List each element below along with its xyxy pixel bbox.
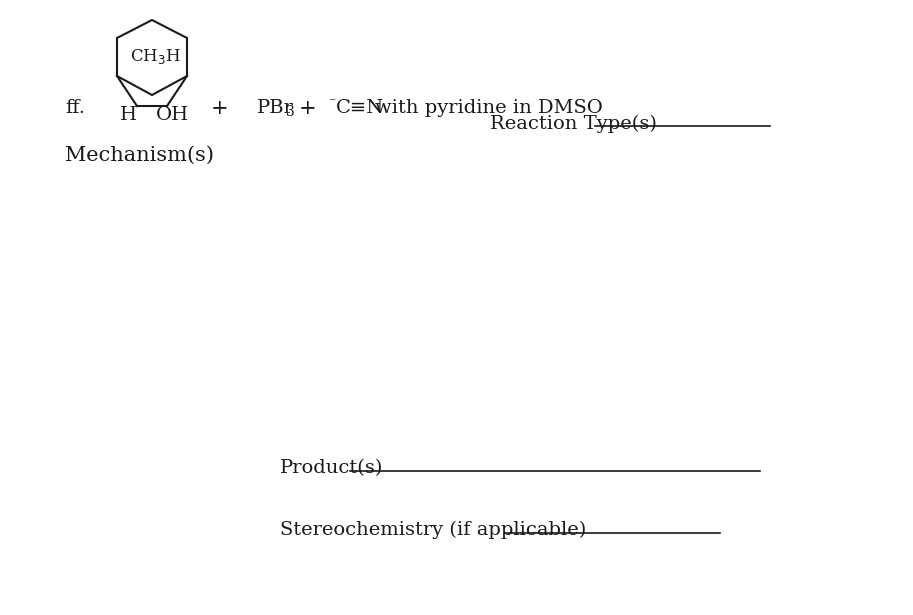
Text: ⁻: ⁻ xyxy=(328,96,335,110)
Text: CH$_3$H: CH$_3$H xyxy=(130,47,181,66)
Text: +: + xyxy=(299,98,317,117)
Text: ff.: ff. xyxy=(65,99,85,117)
Text: C≡N: C≡N xyxy=(336,99,384,117)
Text: with pyridine in DMSO: with pyridine in DMSO xyxy=(375,99,603,117)
Text: PBr: PBr xyxy=(257,99,294,117)
Text: +: + xyxy=(211,98,229,117)
Text: Mechanism(s): Mechanism(s) xyxy=(65,146,214,164)
Text: Product(s): Product(s) xyxy=(280,459,383,477)
Text: 3: 3 xyxy=(286,105,295,119)
Text: Stereochemistry (if applicable): Stereochemistry (if applicable) xyxy=(280,521,586,539)
Text: OH: OH xyxy=(155,106,189,124)
Text: H: H xyxy=(120,106,137,124)
Text: Reaction Type(s): Reaction Type(s) xyxy=(490,115,656,133)
